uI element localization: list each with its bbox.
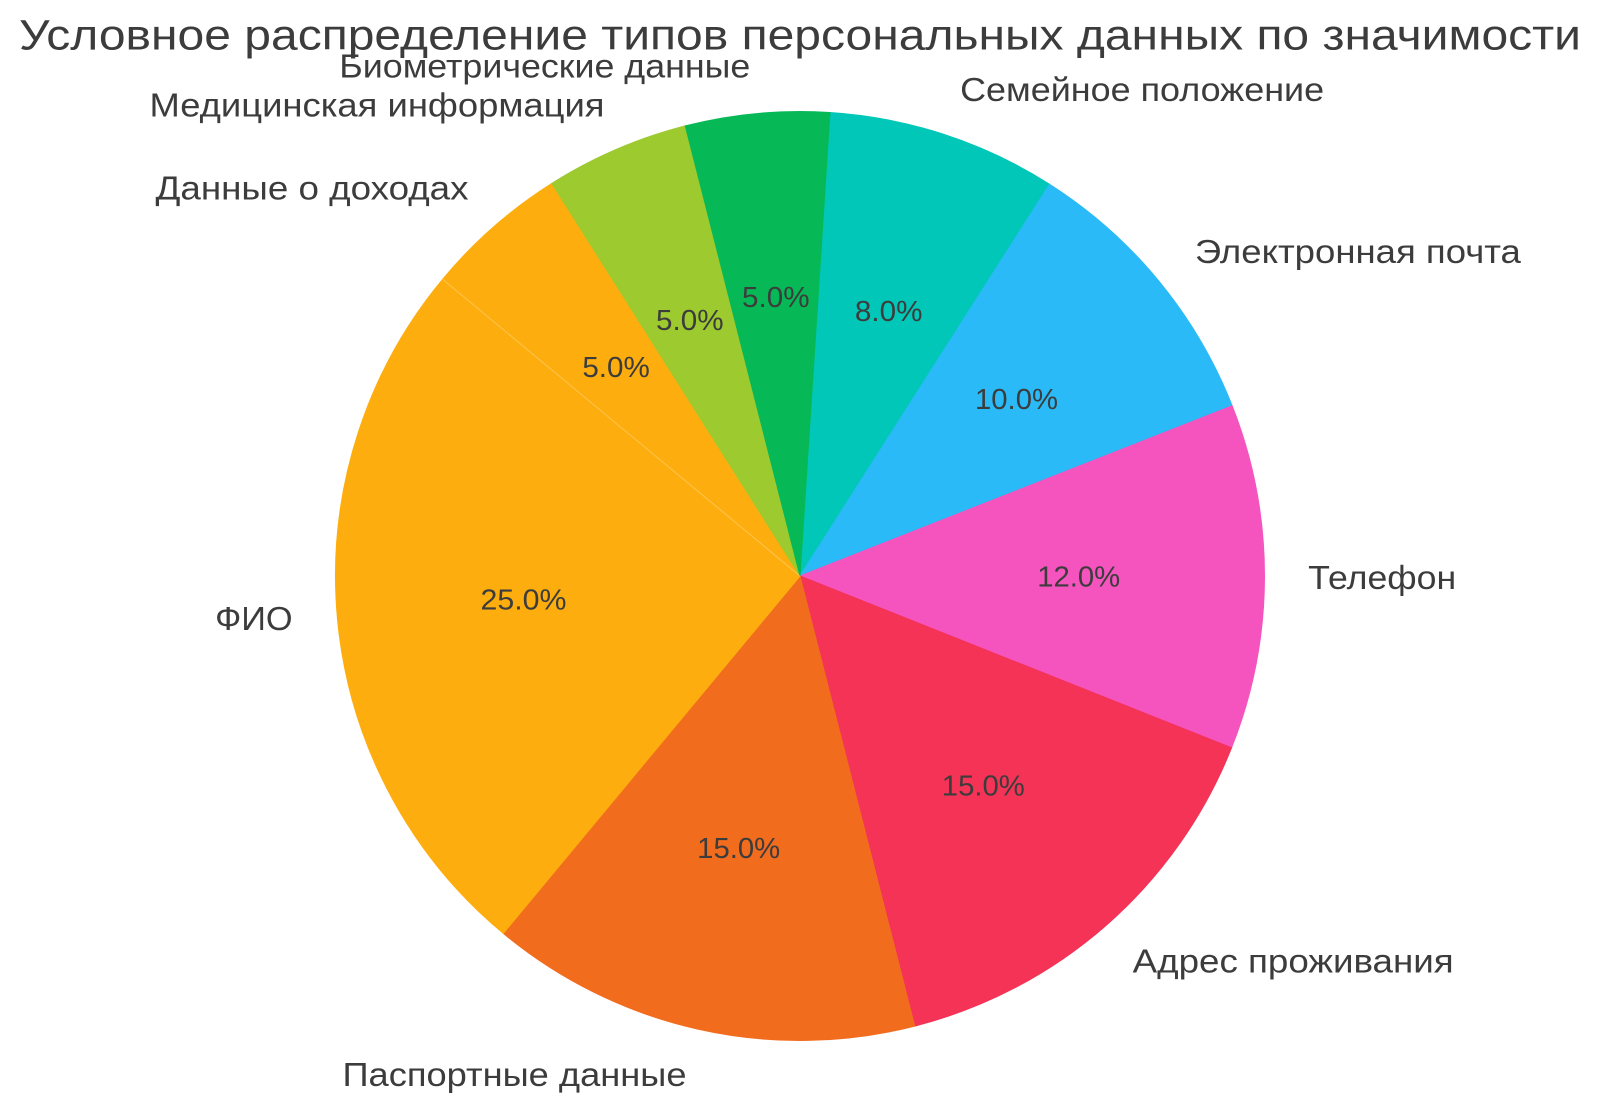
svg-text:Медицинская информация: Медицинская информация — [150, 87, 605, 124]
svg-text:5.0%: 5.0% — [656, 305, 724, 337]
svg-text:Условное распределение типов п: Условное распределение типов персональны… — [19, 12, 1581, 59]
svg-text:Паспортные данные: Паспортные данные — [343, 1057, 687, 1094]
svg-text:Адрес проживания: Адрес проживания — [1133, 944, 1454, 981]
svg-text:5.0%: 5.0% — [742, 282, 810, 314]
svg-text:Семейное положение: Семейное положение — [960, 72, 1324, 109]
svg-text:10.0%: 10.0% — [975, 384, 1058, 416]
svg-text:ФИО: ФИО — [215, 601, 293, 638]
svg-text:Данные о доходах: Данные о доходах — [156, 171, 469, 208]
svg-text:5.0%: 5.0% — [582, 352, 650, 384]
svg-text:15.0%: 15.0% — [942, 771, 1025, 803]
svg-text:Биометрические данные: Биометрические данные — [339, 49, 750, 86]
svg-text:Электронная почта: Электронная почта — [1195, 234, 1522, 271]
svg-text:Телефон: Телефон — [1308, 560, 1456, 597]
svg-text:12.0%: 12.0% — [1037, 562, 1120, 594]
svg-text:25.0%: 25.0% — [481, 584, 567, 616]
svg-text:15.0%: 15.0% — [697, 833, 780, 865]
svg-text:8.0%: 8.0% — [855, 296, 923, 328]
